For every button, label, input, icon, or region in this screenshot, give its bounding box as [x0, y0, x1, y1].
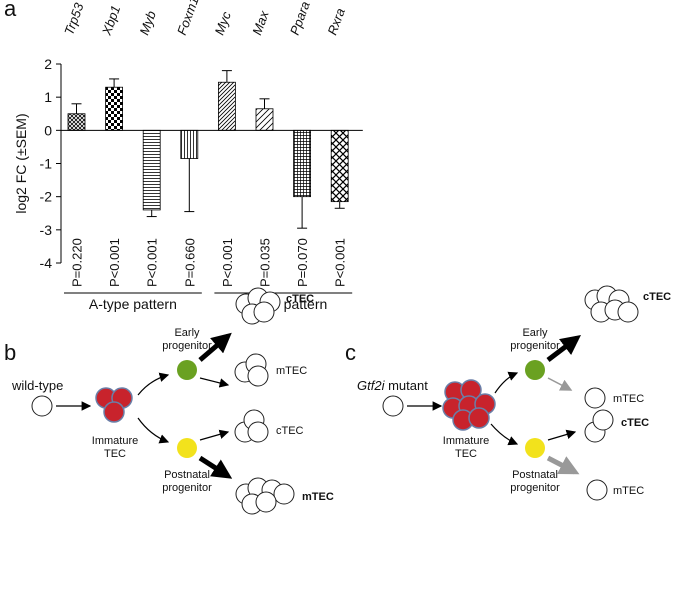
cell-cluster: [442, 379, 496, 431]
bar: [67, 113, 86, 131]
y-tick-label: -2: [40, 189, 53, 205]
p-value: P=0.660: [182, 238, 197, 287]
bar: [330, 129, 349, 203]
gene-label: Trp53: [61, 0, 87, 37]
gene-label: Xbp1: [98, 3, 123, 38]
label: mTEC: [302, 491, 334, 503]
label: mTEC: [613, 393, 644, 405]
arrow: [490, 423, 519, 446]
label: cTEC: [643, 291, 671, 303]
label: mTEC: [276, 365, 307, 377]
diagram-b: b wild-type Immature TEC Early progenito…: [4, 287, 334, 515]
bar-chart: log2 FC (±SEM) -4 -3 -2 -1 0 1 2 Trp53 P=0.220 Xbp…: [13, 0, 363, 312]
gene: Gtf2i: [357, 378, 386, 393]
cell-cluster: [235, 477, 295, 515]
label: cTEC: [621, 417, 649, 429]
p-value: P=0.035: [258, 238, 273, 287]
arrow: [198, 455, 233, 479]
y-tick-label: -3: [40, 222, 53, 238]
y-tick-label: 1: [44, 89, 52, 105]
postnatal-progenitor: [177, 438, 197, 458]
arrow: [547, 377, 573, 391]
arrow: [199, 429, 230, 441]
p-value: P<0.001: [145, 238, 160, 287]
gene-label: Myb: [136, 9, 158, 37]
y-tick-label: -1: [40, 156, 53, 172]
gene-label: Myc: [212, 9, 234, 37]
label: TEC: [455, 448, 477, 460]
cell: [586, 479, 608, 501]
label: cTEC: [276, 425, 304, 437]
p-value: P=0.070: [295, 238, 310, 287]
p-value: P=0.220: [70, 238, 85, 287]
y-tick-label: 2: [44, 56, 52, 72]
early-progenitor: [177, 360, 197, 380]
label: Immature: [92, 435, 138, 447]
label: Early: [174, 327, 200, 339]
panel-label: c: [345, 340, 356, 365]
label: progenitor: [510, 482, 560, 494]
panel-label: b: [4, 340, 16, 365]
label: progenitor: [510, 340, 560, 352]
gene-label: Max: [249, 8, 272, 37]
p-value: P<0.001: [107, 238, 122, 287]
cell-cluster: [584, 285, 639, 323]
cell-cluster: [95, 387, 133, 423]
label: Postnatal: [164, 469, 210, 481]
y-tick-label: 0: [44, 122, 52, 138]
condition: wild-type: [11, 378, 63, 393]
postnatal-progenitor: [525, 438, 545, 458]
arrow: [494, 371, 519, 394]
bar: [142, 129, 161, 211]
diagram-c: c Gtf2i mutant Immature TEC Early progen…: [345, 285, 671, 501]
label: TEC: [104, 448, 126, 460]
y-axis-label: log2 FC (±SEM): [13, 113, 29, 213]
arrow: [546, 334, 581, 362]
panel-label: a: [4, 0, 17, 21]
bar: [105, 86, 123, 131]
condition: Gtf2i mutant: [357, 378, 428, 393]
group-label: A-type pattern: [89, 296, 177, 312]
gene-label: Ppara: [287, 0, 313, 37]
p-value: P<0.001: [333, 238, 348, 287]
label: progenitor: [162, 340, 212, 352]
gene-label: Foxm1: [174, 0, 202, 37]
y-tick-label: -4: [40, 255, 53, 271]
label: mTEC: [613, 485, 644, 497]
label: Early: [522, 327, 548, 339]
cell: [584, 387, 606, 409]
bar: [180, 129, 199, 159]
condition: mutant: [384, 378, 428, 393]
cell-cluster: [235, 287, 281, 325]
cell: [382, 395, 404, 417]
arrow: [199, 377, 230, 388]
cell-cluster: [234, 353, 269, 387]
arrow: [546, 455, 580, 475]
bar: [293, 129, 312, 198]
label: Postnatal: [512, 469, 558, 481]
arrow: [547, 429, 577, 441]
cell-cluster: [584, 409, 614, 443]
cell: [31, 395, 53, 417]
cell-cluster: [234, 409, 269, 443]
label: progenitor: [162, 482, 212, 494]
p-value: P<0.001: [220, 238, 235, 287]
arrow: [198, 332, 232, 362]
arrow: [137, 417, 170, 444]
arrow: [137, 372, 170, 396]
label: Immature: [443, 435, 489, 447]
early-progenitor: [525, 360, 545, 380]
bar: [217, 81, 236, 131]
label: cTEC: [286, 293, 314, 305]
gene-label: Rxra: [324, 6, 347, 37]
bar: [255, 108, 274, 131]
